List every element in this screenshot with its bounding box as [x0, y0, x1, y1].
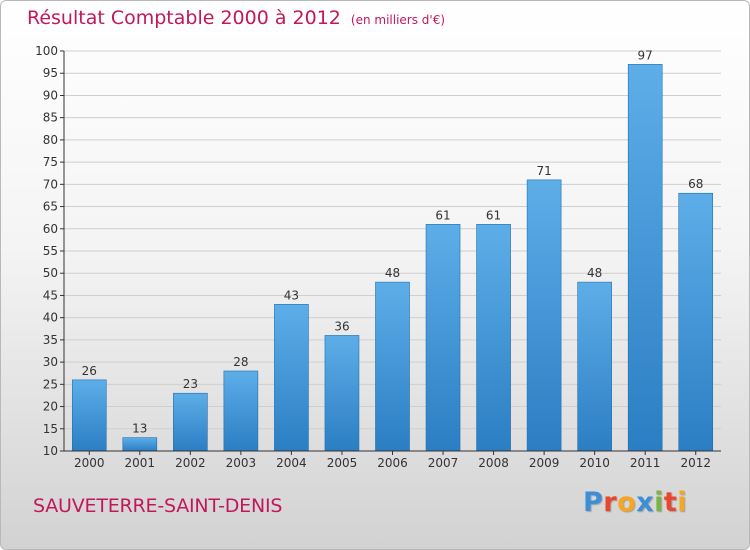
x-tick-label: 2009: [529, 456, 560, 470]
y-tick-label: 15: [43, 422, 58, 436]
y-tick-label: 35: [43, 333, 58, 347]
x-tick-label: 2004: [276, 456, 307, 470]
logo-letter: i: [654, 487, 664, 518]
y-tick-label: 30: [43, 355, 58, 369]
bar: [627, 64, 663, 452]
logo-letter: P: [583, 487, 604, 518]
data-label: 48: [385, 266, 400, 280]
y-tick-label: 60: [43, 222, 58, 236]
x-tick-label: 2008: [478, 456, 509, 470]
chart-title-text: Résultat Comptable 2000 à 2012: [27, 7, 341, 29]
y-tick-label: 95: [43, 66, 58, 80]
bar: [223, 370, 259, 452]
bar: [122, 437, 158, 452]
data-label: 36: [334, 319, 349, 333]
logo-letter: r: [603, 487, 618, 518]
y-tick-label: 85: [43, 111, 58, 125]
bar: [173, 392, 208, 452]
logo-letter: t: [663, 487, 678, 518]
data-label: 28: [233, 355, 248, 369]
data-label: 61: [486, 208, 501, 222]
commune-name: SAUVETERRE-SAINT-DENIS: [33, 495, 283, 517]
data-label: 71: [536, 164, 551, 178]
y-tick-label: 10: [43, 444, 58, 458]
bar: [577, 281, 612, 452]
proxiti-logo: Proxiti: [583, 487, 687, 518]
x-tick-label: 2000: [74, 456, 105, 470]
data-label: 48: [587, 266, 602, 280]
bar: [678, 192, 714, 452]
y-tick-label: 65: [43, 200, 58, 214]
y-tick-label: 55: [43, 244, 58, 258]
x-tick-label: 2003: [226, 456, 257, 470]
logo-letter: x: [636, 487, 655, 518]
data-label: 43: [284, 288, 299, 302]
x-tick-label: 2005: [327, 456, 358, 470]
x-tick-label: 2011: [630, 456, 661, 470]
data-label: 13: [132, 422, 147, 436]
y-tick-label: 25: [43, 377, 58, 391]
y-tick-label: 40: [43, 311, 58, 325]
data-label: 97: [638, 48, 653, 62]
data-label: 68: [688, 177, 703, 191]
bar: [274, 304, 309, 452]
y-tick-label: 100: [35, 44, 58, 58]
y-tick-label: 20: [43, 400, 58, 414]
x-tick-label: 2007: [428, 456, 459, 470]
x-tick-label: 2012: [680, 456, 711, 470]
chart-title: Résultat Comptable 2000 à 2012 (en millie…: [27, 7, 445, 29]
bar: [71, 379, 107, 452]
logo-letter: i: [677, 487, 688, 518]
data-label: 23: [183, 377, 198, 391]
bar: [324, 335, 360, 452]
bar: [425, 224, 461, 452]
data-label: 61: [435, 208, 450, 222]
bar: [375, 281, 410, 452]
y-tick-label: 80: [43, 133, 58, 147]
chart-subtitle: (en milliers d'€): [350, 13, 446, 27]
bar: [526, 179, 562, 452]
x-tick-label: 2010: [579, 456, 610, 470]
x-tick-label: 2001: [125, 456, 156, 470]
logo-letter: o: [617, 487, 637, 518]
y-tick-label: 90: [43, 88, 58, 102]
y-tick-label: 45: [43, 288, 58, 302]
x-tick-label: 2002: [175, 456, 206, 470]
y-tick-label: 75: [43, 155, 58, 169]
bar: [476, 224, 511, 452]
x-tick-label: 2006: [377, 456, 408, 470]
y-tick-label: 50: [43, 266, 58, 280]
data-label: 26: [82, 364, 97, 378]
y-tick-label: 70: [43, 177, 58, 191]
